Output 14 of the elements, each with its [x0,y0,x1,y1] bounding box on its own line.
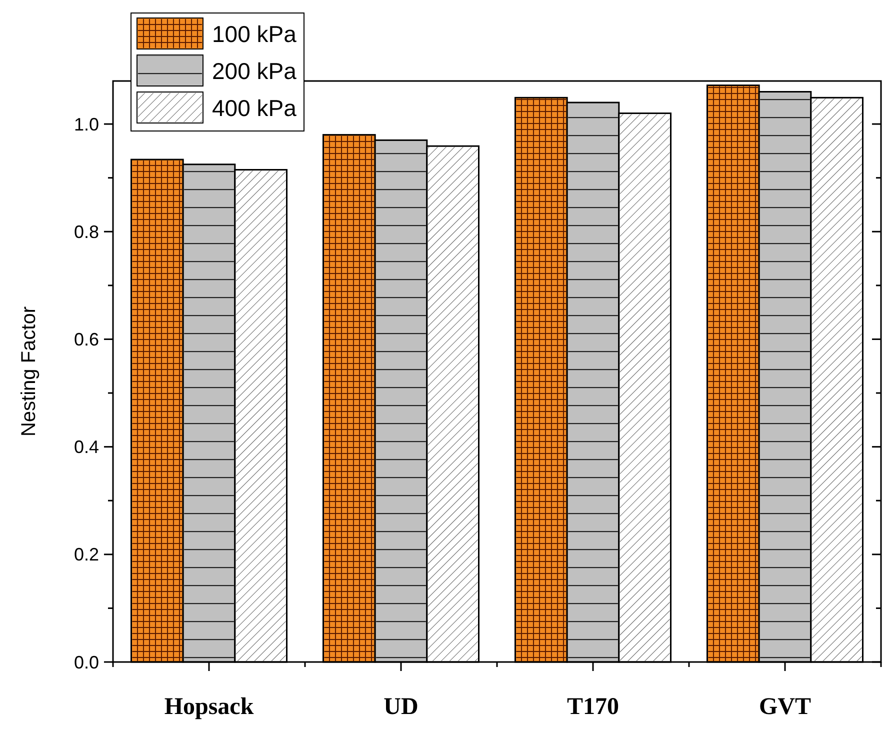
x-tick-label: Hopsack [164,694,254,720]
y-tick-label: 0.2 [74,544,99,565]
y-tick-label: 1.0 [74,114,99,134]
x-tick-label: UD [384,694,418,720]
legend-label: 100 kPa [212,21,297,48]
y-tick-label: 0.4 [74,437,99,458]
y-tick-label: 0.6 [74,330,99,350]
legend-label: 400 kPa [212,95,297,122]
y-tick-label: 0.8 [74,222,99,242]
x-tick-label: GVT [758,694,812,720]
y-axis-title: Nesting Factor [18,306,40,437]
y-tick-label: 0.0 [74,652,99,672]
x-tick-label: T170 [566,694,620,720]
legend-label: 200 kPa [212,58,297,84]
